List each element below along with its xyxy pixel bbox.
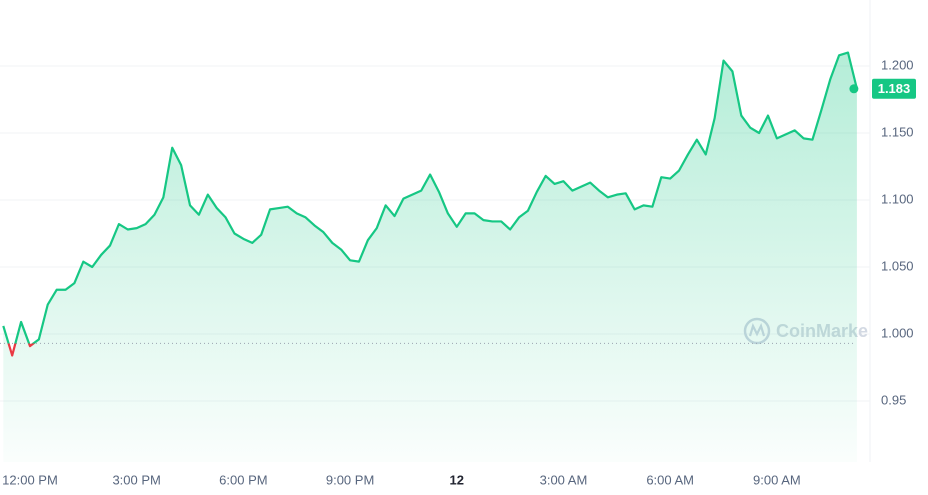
y-tick-label: 1.150: [881, 124, 914, 139]
x-tick-label: 12: [450, 472, 464, 487]
y-tick-label: 1.050: [881, 258, 914, 273]
y-tick-label: 0.95: [881, 392, 906, 407]
y-tick-label: 1.200: [881, 57, 914, 72]
x-tick-label: 6:00 AM: [646, 472, 694, 487]
y-tick-label: 1.000: [881, 325, 914, 340]
x-tick-label: 3:00 PM: [112, 472, 160, 487]
x-tick-label: 3:00 AM: [540, 472, 588, 487]
x-tick-label: 12:00 PM: [2, 472, 58, 487]
x-tick-label: 6:00 PM: [219, 472, 267, 487]
x-tick-label: 9:00 PM: [326, 472, 374, 487]
plot: 1.183: [0, 51, 916, 462]
last-price-label: 1.183: [878, 81, 911, 96]
price-line: [2, 51, 858, 357]
last-price-badge: [872, 78, 916, 99]
area: [3, 52, 857, 462]
x-tick-label: 9:00 AM: [753, 472, 801, 487]
y-tick-label: 1.100: [881, 191, 914, 206]
last-point: [849, 84, 859, 94]
